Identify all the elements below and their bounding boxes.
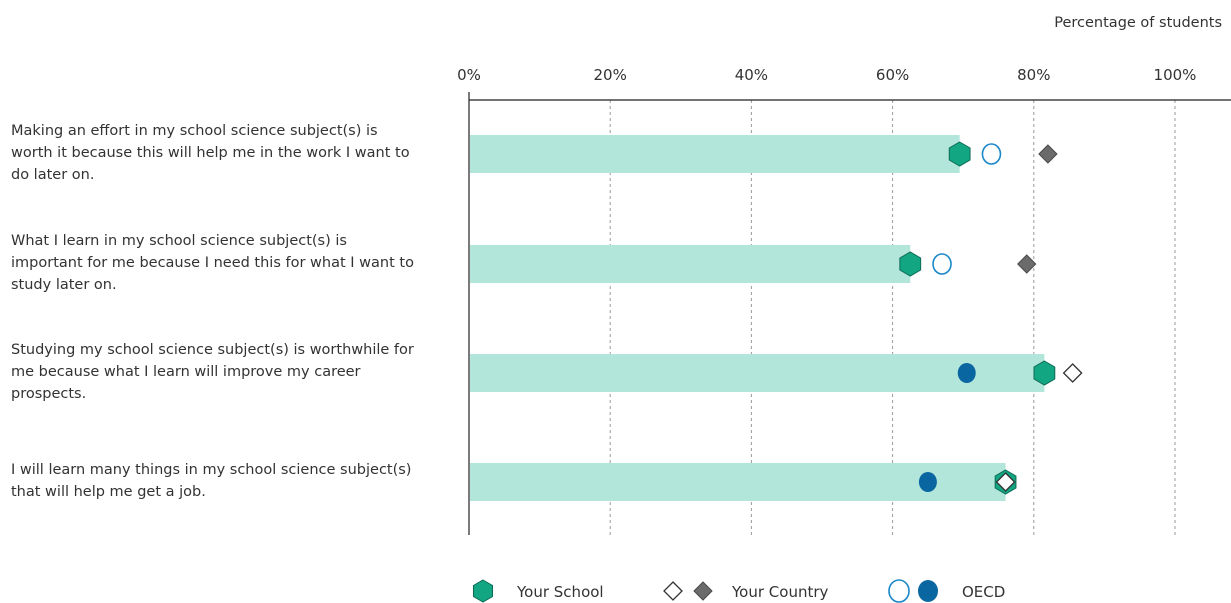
x-tick-label: 40% — [735, 66, 768, 84]
markers — [899, 141, 1083, 495]
country-marker — [995, 472, 1016, 492]
oecd-marker — [957, 363, 976, 383]
legend-oecd-open-marker — [888, 579, 910, 603]
x-tick-label: 60% — [876, 66, 909, 84]
bar — [470, 354, 1045, 392]
country-marker — [1038, 144, 1058, 164]
category-label: worth it because this will help me in th… — [11, 145, 410, 161]
legend-school-marker — [472, 579, 494, 603]
category-label: Studying my school science subject(s) is… — [11, 342, 414, 358]
country-marker — [1017, 254, 1037, 274]
unit-label: Percentage of students — [1054, 15, 1222, 31]
category-label: prospects. — [11, 386, 86, 402]
legend-oecd-filled-marker — [918, 580, 938, 602]
legend-country-filled-marker — [693, 581, 713, 601]
x-tick-label: 20% — [594, 66, 627, 84]
legend-label: Your Country — [731, 583, 829, 601]
category-label: study later on. — [11, 277, 117, 293]
legend-country-open-marker — [663, 581, 683, 601]
x-tick-label: 0% — [457, 66, 481, 84]
category-labels: Making an effort in my school science su… — [11, 123, 414, 500]
oecd-marker — [918, 472, 937, 492]
oecd-marker — [981, 143, 1002, 165]
x-tick-labels: 0% 20% 40% 60% 80% 100% — [457, 66, 1196, 84]
school-marker — [899, 251, 922, 277]
axes — [468, 92, 1231, 535]
bars — [470, 135, 1045, 501]
category-label: me because what I learn will improve my … — [11, 364, 361, 380]
legend-label: OECD — [962, 583, 1005, 601]
category-label: do later on. — [11, 167, 94, 183]
bar — [470, 463, 1006, 501]
category-label: What I learn in my school science subjec… — [11, 233, 347, 249]
bar — [470, 245, 911, 283]
legend-label: Your School — [516, 583, 604, 601]
country-marker — [1062, 363, 1083, 383]
legend: Your School Your Country OECD — [472, 579, 1005, 603]
oecd-marker — [932, 253, 952, 275]
bar — [470, 135, 960, 173]
school-marker — [1033, 360, 1056, 386]
category-label: that will help me get a job. — [11, 484, 206, 500]
school-marker — [948, 141, 971, 167]
x-tick-label: 100% — [1154, 66, 1197, 84]
x-tick-label: 80% — [1017, 66, 1050, 84]
category-label: Making an effort in my school science su… — [11, 123, 378, 139]
category-label: I will learn many things in my school sc… — [11, 462, 411, 478]
category-label: important for me because I need this for… — [11, 255, 414, 271]
